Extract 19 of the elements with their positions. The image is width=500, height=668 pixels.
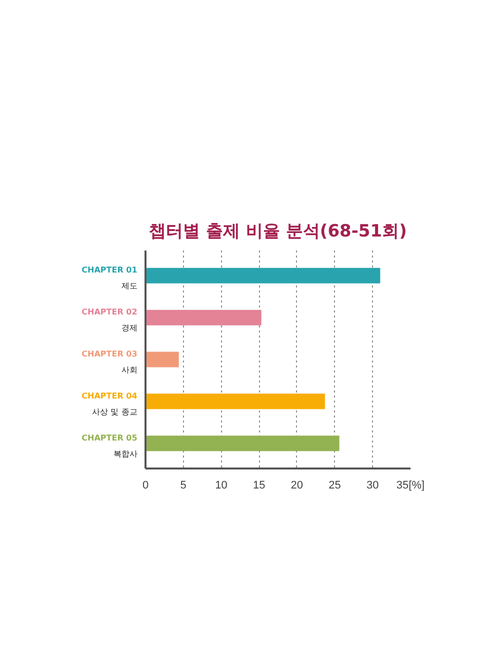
chart-title: 챕터별 출제 비율 분석(68-51회) — [149, 222, 407, 242]
x-tick-label: 35[%] — [396, 480, 425, 492]
bar — [146, 268, 380, 284]
x-tick-label: 15 — [252, 480, 266, 492]
y-tick-label: CHAPTER 04 사상 및 종교 — [82, 391, 138, 416]
y-tick-label: CHAPTER 05 복합사 — [82, 433, 138, 458]
bar — [146, 436, 340, 452]
y-tick-label: CHAPTER 01 제도 — [82, 266, 138, 291]
x-tick-label: 0 — [142, 480, 149, 492]
y-tick-label: CHAPTER 02 경제 — [82, 308, 138, 333]
y-tick-label: CHAPTER 03 사회 — [82, 350, 138, 374]
bar — [146, 394, 325, 410]
x-tick-label: 5 — [180, 480, 186, 492]
x-tick-label: 10 — [215, 480, 228, 492]
bar — [146, 352, 179, 368]
x-tick-label: 20 — [290, 480, 304, 492]
x-tick-label: 25 — [328, 480, 341, 492]
bar — [146, 310, 262, 326]
x-tick-label: 30 — [366, 480, 379, 492]
